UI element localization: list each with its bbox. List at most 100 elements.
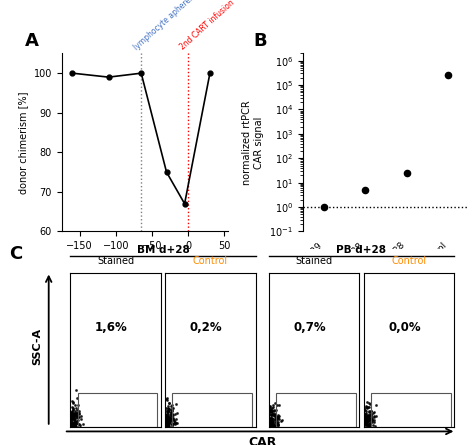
Point — [273, 415, 281, 422]
Point — [71, 411, 79, 418]
Point — [362, 423, 370, 430]
Point — [69, 413, 77, 420]
Point — [269, 422, 277, 429]
Point — [363, 411, 371, 418]
Point — [367, 417, 374, 425]
Point — [367, 413, 375, 420]
Point — [445, 72, 452, 79]
Text: 2nd CART infusion: 2nd CART infusion — [178, 0, 236, 52]
Point — [267, 406, 274, 413]
Point — [367, 408, 375, 415]
Point — [273, 417, 281, 424]
Point — [71, 418, 79, 425]
Point — [68, 409, 76, 417]
Point — [365, 417, 373, 424]
Point — [162, 414, 169, 421]
Point — [277, 418, 285, 425]
Point — [266, 414, 274, 421]
Point — [267, 415, 275, 422]
Point — [70, 415, 78, 422]
Point — [67, 414, 74, 421]
Point — [363, 419, 370, 426]
Point — [68, 412, 75, 419]
Text: 0,0%: 0,0% — [388, 321, 420, 334]
Point — [69, 405, 77, 413]
Point — [77, 413, 84, 420]
Point — [270, 411, 278, 418]
Point — [269, 420, 277, 427]
Point — [266, 417, 273, 424]
Point — [266, 416, 273, 423]
Point — [168, 412, 175, 419]
Point — [365, 418, 372, 425]
Point — [362, 415, 370, 422]
Point — [271, 412, 278, 419]
Point — [166, 405, 173, 412]
Point — [70, 407, 77, 414]
Point — [72, 409, 80, 417]
Point — [71, 421, 79, 429]
Point — [269, 421, 277, 428]
Point — [164, 416, 171, 423]
Point — [162, 422, 170, 429]
Point — [163, 417, 171, 424]
Point — [274, 420, 282, 427]
Point — [268, 414, 276, 421]
Text: CAR: CAR — [248, 436, 276, 445]
Point — [270, 422, 277, 429]
Point — [365, 417, 373, 424]
Point — [363, 421, 370, 428]
Point — [268, 421, 275, 428]
Point — [361, 414, 369, 421]
Point — [271, 423, 278, 430]
Point — [168, 402, 175, 409]
Point — [364, 416, 371, 423]
Point — [363, 403, 371, 410]
Point — [370, 409, 377, 417]
Point — [71, 417, 79, 425]
Point — [164, 422, 172, 429]
Point — [70, 422, 78, 429]
Point — [66, 421, 74, 429]
Point — [274, 418, 282, 425]
Point — [266, 421, 274, 429]
Point — [172, 419, 180, 426]
Point — [369, 414, 376, 421]
Point — [268, 422, 276, 429]
Point — [360, 421, 368, 429]
Point — [168, 411, 176, 418]
Point — [166, 412, 173, 419]
Point — [365, 412, 373, 419]
Point — [268, 418, 276, 425]
Point — [360, 423, 367, 430]
Point — [363, 417, 371, 425]
Point — [363, 413, 370, 421]
Point — [70, 414, 78, 421]
Point — [364, 414, 372, 421]
Bar — [276, 393, 356, 427]
Point — [360, 413, 368, 420]
Point — [267, 422, 275, 429]
Point — [267, 418, 275, 425]
Point — [164, 408, 172, 415]
Point — [274, 421, 282, 428]
Point — [367, 414, 374, 421]
Point — [167, 416, 175, 423]
Point — [70, 412, 77, 419]
Point — [372, 402, 380, 409]
Text: 0,2%: 0,2% — [190, 321, 222, 334]
Point — [272, 412, 280, 419]
Point — [67, 421, 75, 428]
Point — [168, 420, 176, 427]
Point — [169, 421, 177, 428]
Point — [167, 413, 174, 420]
Point — [76, 420, 83, 427]
Point — [164, 407, 171, 414]
Point — [362, 404, 370, 411]
Point — [270, 412, 278, 419]
Point — [171, 416, 178, 423]
Point — [71, 412, 79, 419]
Point — [69, 399, 77, 406]
Point — [162, 412, 169, 419]
Point — [363, 405, 371, 412]
